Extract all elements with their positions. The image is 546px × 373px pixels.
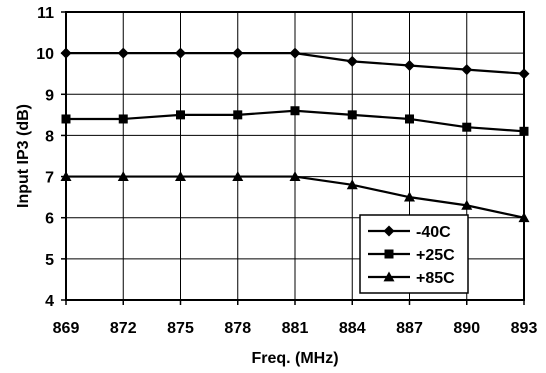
y-tick-label: 11: [37, 5, 54, 22]
y-tick-label: 7: [45, 170, 54, 187]
data-point: [118, 114, 128, 124]
data-point: [519, 126, 529, 136]
legend-item: -40C: [368, 224, 451, 241]
x-axis-title: Freq. (MHz): [251, 350, 338, 367]
data-point: [346, 179, 358, 190]
y-tick-label: 6: [45, 211, 54, 228]
series-group: [60, 47, 530, 223]
data-point: [117, 47, 129, 59]
legend-item: +85C: [368, 270, 455, 287]
series-3: [60, 171, 530, 223]
data-point: [61, 114, 71, 124]
x-tick-label: 893: [511, 320, 538, 337]
legend-label: -40C: [416, 224, 451, 241]
data-point: [175, 171, 186, 181]
data-point: [233, 110, 243, 120]
x-tick-label: 887: [396, 320, 423, 337]
data-point: [290, 106, 300, 116]
data-point: [347, 110, 357, 120]
series-2: [61, 106, 529, 136]
data-point: [60, 47, 72, 59]
data-point: [117, 171, 129, 181]
data-point: [289, 171, 301, 181]
data-point: [462, 122, 472, 132]
y-tick-label: 8: [45, 128, 54, 145]
legend: -40C +25C +85C: [359, 214, 469, 294]
x-tick-label: 881: [282, 320, 309, 337]
x-tick-label: 878: [224, 320, 251, 337]
data-point: [405, 114, 414, 124]
legend-marker: [383, 225, 395, 237]
y-tick-label: 9: [45, 87, 54, 104]
x-tick-label: 875: [167, 320, 194, 337]
x-tick-label: 872: [110, 320, 137, 337]
x-axis-ticks: 869 872 875 878 881 884 887 890 893: [53, 300, 538, 337]
x-tick-label: 869: [53, 320, 80, 337]
data-point: [404, 59, 415, 71]
data-point: [232, 171, 244, 181]
data-point: [232, 47, 244, 59]
y-tick-label: 4: [45, 293, 54, 310]
y-axis-ticks: 4 5 6 7 8 9 10 11: [36, 5, 66, 310]
x-tick-label: 890: [453, 320, 480, 337]
legend-marker: [384, 249, 394, 259]
data-point: [60, 171, 72, 181]
data-point: [404, 191, 415, 202]
legend-label: +25C: [416, 247, 455, 264]
data-point: [289, 47, 301, 59]
data-point: [518, 212, 530, 223]
y-axis-title: Input IP3 (dB): [15, 104, 32, 208]
data-point: [346, 55, 358, 67]
legend-label: +85C: [416, 270, 455, 287]
series-1: [60, 47, 530, 80]
data-point: [518, 68, 530, 80]
chart-grid: [65, 11, 525, 301]
y-tick-label: 10: [36, 46, 54, 63]
y-tick-label: 5: [45, 252, 54, 269]
data-point: [461, 199, 473, 210]
data-point: [461, 64, 473, 76]
data-point: [175, 47, 186, 59]
data-point: [176, 110, 185, 120]
x-tick-label: 884: [339, 320, 366, 337]
legend-item: +25C: [368, 247, 455, 264]
legend-marker: [383, 271, 395, 282]
